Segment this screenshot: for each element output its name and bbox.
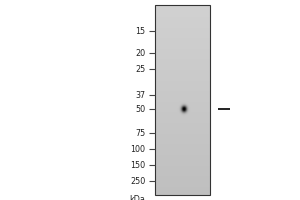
Text: 20: 20 [135,48,146,58]
Text: 50: 50 [135,104,146,114]
Text: 150: 150 [130,160,146,170]
Text: 25: 25 [135,64,146,73]
Text: 250: 250 [130,176,146,186]
Bar [155,5,210,195]
Text: 100: 100 [130,144,146,154]
Text: kDa: kDa [130,195,146,200]
Text: 37: 37 [135,90,146,99]
Text: 15: 15 [135,26,146,36]
Text: 75: 75 [135,129,146,138]
